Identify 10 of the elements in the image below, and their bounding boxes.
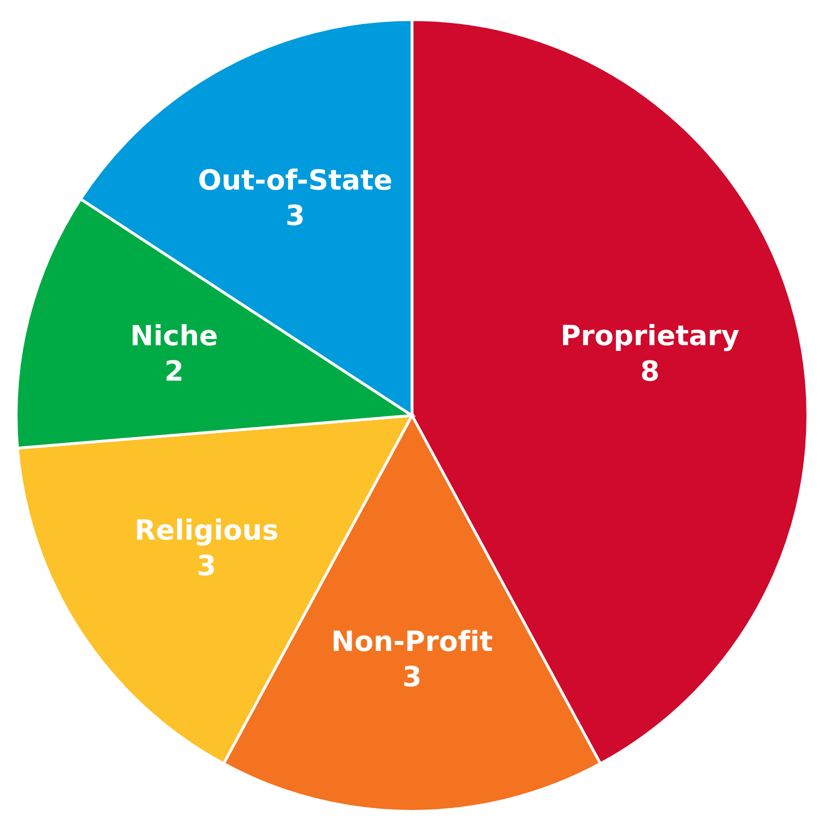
slice-label: Niche: [132, 324, 217, 346]
slice-label: Non-Profit: [334, 630, 492, 652]
data-label: 2: [166, 360, 182, 381]
data-label: 8: [642, 360, 658, 382]
slice-label: Out-of-State: [199, 168, 392, 190]
slice-label: Religious: [137, 518, 278, 546]
data-label: 3: [198, 554, 214, 576]
data-label: 3: [287, 204, 303, 226]
slice-label: Proprietary: [563, 324, 739, 352]
data-label: 3: [404, 666, 420, 687]
